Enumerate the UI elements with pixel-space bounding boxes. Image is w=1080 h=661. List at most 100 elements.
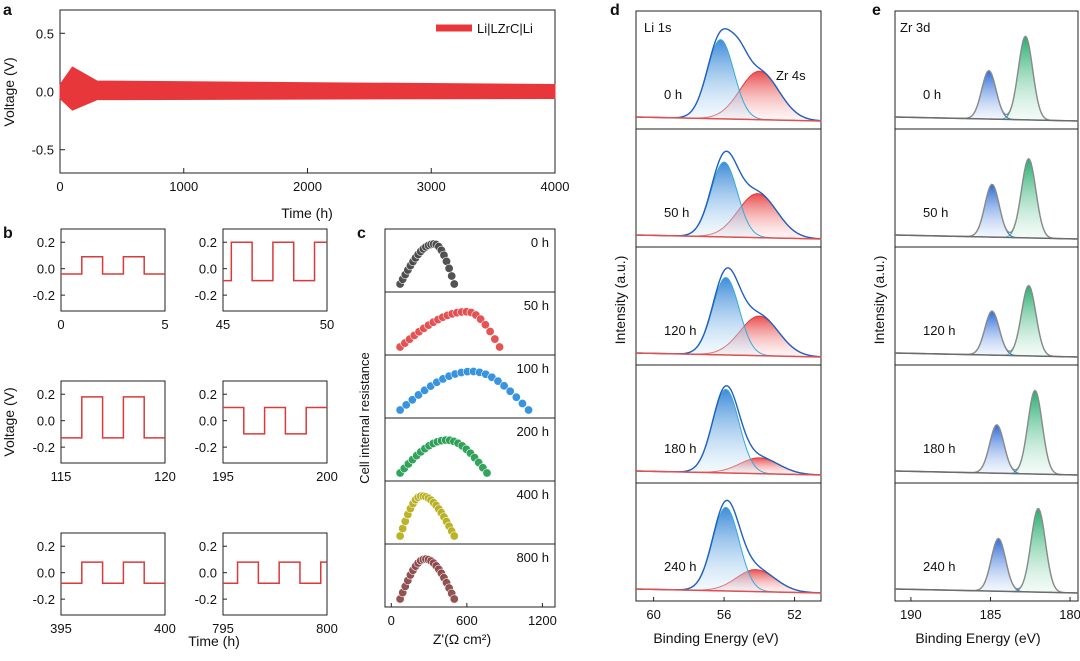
panel-d-ylabel: Intensity (a.u.) bbox=[612, 256, 628, 345]
panel-b-subplot-3: 0.2 0.0 -0.2 115 120 bbox=[33, 380, 176, 484]
panel-c: 0 h 50 h 100 h 200 h 400 h 800 h 0 600 1200 Cell… bbox=[357, 228, 557, 647]
panel-b-subplot-4: 0.2 0.0 -0.2 195 200 bbox=[195, 380, 338, 484]
y-tick-label: 0.0 bbox=[37, 262, 55, 277]
y-tick-label: -0.2 bbox=[195, 440, 217, 455]
y-tick-label: -0.2 bbox=[195, 288, 217, 303]
baseline bbox=[894, 116, 1079, 122]
voltage-square-wave bbox=[61, 256, 165, 275]
x-tick-label: 60 bbox=[646, 607, 660, 622]
nyquist-point bbox=[490, 334, 500, 344]
x-tick-label: 180 bbox=[1059, 607, 1080, 622]
subplot-frame bbox=[222, 532, 328, 616]
panel-d: 0 h 50 h 120 h 180 h 240 h 60 56 52 Li 1s Zr 4s… bbox=[612, 10, 822, 646]
baseline bbox=[635, 588, 822, 594]
panel-d-xlabel: Binding Energy (eV) bbox=[653, 630, 778, 646]
y-tick-label: -0.5 bbox=[32, 143, 54, 158]
panel-a-series bbox=[59, 66, 556, 111]
y-tick-label: 0.0 bbox=[199, 262, 217, 277]
subplot-frame bbox=[894, 482, 1079, 602]
fit-peak-1 bbox=[635, 161, 822, 240]
nyquist-point bbox=[511, 392, 521, 402]
panel-c-xlabel: Z'(Ω cm²) bbox=[433, 631, 491, 647]
subplot-frame bbox=[60, 532, 166, 616]
x-tick-label: 4000 bbox=[541, 179, 570, 194]
xps-spectrum-120h: 120 h bbox=[635, 246, 822, 366]
time-label: 50 h bbox=[664, 205, 689, 220]
fit-peak-1 bbox=[635, 506, 822, 594]
nyquist-plot-0h: 0 h bbox=[384, 228, 556, 293]
subplot-frame bbox=[60, 228, 166, 312]
x-tick-label: 400 bbox=[154, 621, 176, 636]
voltage-square-wave bbox=[61, 561, 165, 585]
nyquist-plot-200h: 200 h bbox=[384, 417, 556, 482]
panel-letter-c: c bbox=[357, 225, 366, 242]
nyquist-point bbox=[449, 279, 459, 289]
time-label: 0 h bbox=[664, 87, 682, 102]
panel-b-subplot-2: 0.2 0.0 -0.2 45 50 bbox=[195, 228, 334, 332]
baseline bbox=[635, 470, 822, 476]
legend-label: Li|LZrC|Li bbox=[477, 21, 533, 36]
time-label: 200 h bbox=[516, 424, 549, 439]
y-tick-label: 0.0 bbox=[199, 566, 217, 581]
time-label: 0 h bbox=[923, 87, 941, 102]
time-label: 800 h bbox=[516, 550, 549, 565]
x-tick-label: 190 bbox=[900, 607, 922, 622]
y-tick-label: 0.5 bbox=[36, 26, 54, 41]
nyquist-plot-400h: 400 h bbox=[384, 480, 556, 545]
time-label: 120 h bbox=[664, 323, 697, 338]
subplot-frame bbox=[635, 482, 822, 602]
panel-b-subplot-1: 0.2 0.0 -0.20 5 bbox=[33, 228, 169, 332]
panel-a: 0 1000 2000 3000 4000 0.5 0.0 -0.5 Li|LZrC|Li T… bbox=[1, 9, 570, 221]
xps-spectrum-240h: 240 h bbox=[894, 482, 1079, 602]
xps-spectrum-180h: 180 h bbox=[635, 364, 822, 484]
nyquist-plot-100h: 100 h bbox=[384, 354, 556, 419]
nyquist-point bbox=[480, 320, 490, 330]
panel-d-annotation: Zr 4s bbox=[776, 68, 806, 83]
nyquist-point bbox=[505, 386, 515, 396]
baseline bbox=[635, 116, 822, 122]
nyquist-point bbox=[401, 400, 411, 410]
panel-letter-b: b bbox=[3, 225, 13, 242]
x-tick-label: 115 bbox=[51, 469, 72, 484]
xps-spectrum-180h: 180 h bbox=[894, 364, 1079, 484]
panel-e-xlabel: Binding Energy (eV) bbox=[915, 630, 1040, 646]
y-tick-label: 0.2 bbox=[37, 387, 55, 402]
baseline bbox=[894, 352, 1079, 358]
time-label: 0 h bbox=[531, 235, 549, 250]
panel-b-subplot-5: 0.2 0.0 -0.2 395 400 bbox=[33, 532, 176, 636]
nyquist-point bbox=[485, 327, 495, 337]
y-tick-label: 0.2 bbox=[37, 235, 55, 250]
panel-c-ylabel: Cell internal resistance bbox=[357, 352, 372, 484]
subplot-frame bbox=[384, 543, 556, 608]
time-label: 50 h bbox=[923, 205, 948, 220]
y-tick-label: 0.2 bbox=[199, 387, 217, 402]
panel-d-title: Li 1s bbox=[644, 20, 672, 35]
fit-peak-1 bbox=[635, 276, 822, 358]
nyquist-point bbox=[449, 531, 459, 541]
voltage-square-wave bbox=[223, 406, 327, 435]
panel-e-ylabel: Intensity (a.u.) bbox=[871, 256, 887, 345]
panel-e: 0 h 50 h 120 h 180 h 240 h 190 185 180 Zr 3d In… bbox=[871, 10, 1080, 646]
y-tick-label: 0.2 bbox=[199, 235, 217, 250]
xps-spectrum-120h: 120 h bbox=[894, 246, 1079, 366]
xps-spectrum-50h: 50 h bbox=[894, 128, 1079, 248]
x-tick-label: 600 bbox=[456, 613, 478, 628]
x-tick-label: 56 bbox=[717, 607, 731, 622]
nyquist-point bbox=[447, 271, 457, 281]
baseline bbox=[894, 234, 1079, 240]
voltage-square-wave bbox=[223, 241, 327, 282]
nyquist-point bbox=[499, 381, 509, 391]
x-tick-label: 0 bbox=[388, 613, 395, 628]
subplot-frame bbox=[222, 380, 328, 464]
y-tick-label: 0.0 bbox=[37, 566, 55, 581]
x-tick-label: 795 bbox=[212, 621, 234, 636]
nyquist-point bbox=[395, 531, 405, 541]
nyquist-point bbox=[444, 263, 454, 273]
nyquist-point bbox=[413, 390, 423, 400]
xps-spectrum-50h: 50 h bbox=[635, 128, 822, 248]
voltage-square-wave bbox=[223, 561, 327, 585]
time-label: 240 h bbox=[664, 559, 697, 574]
